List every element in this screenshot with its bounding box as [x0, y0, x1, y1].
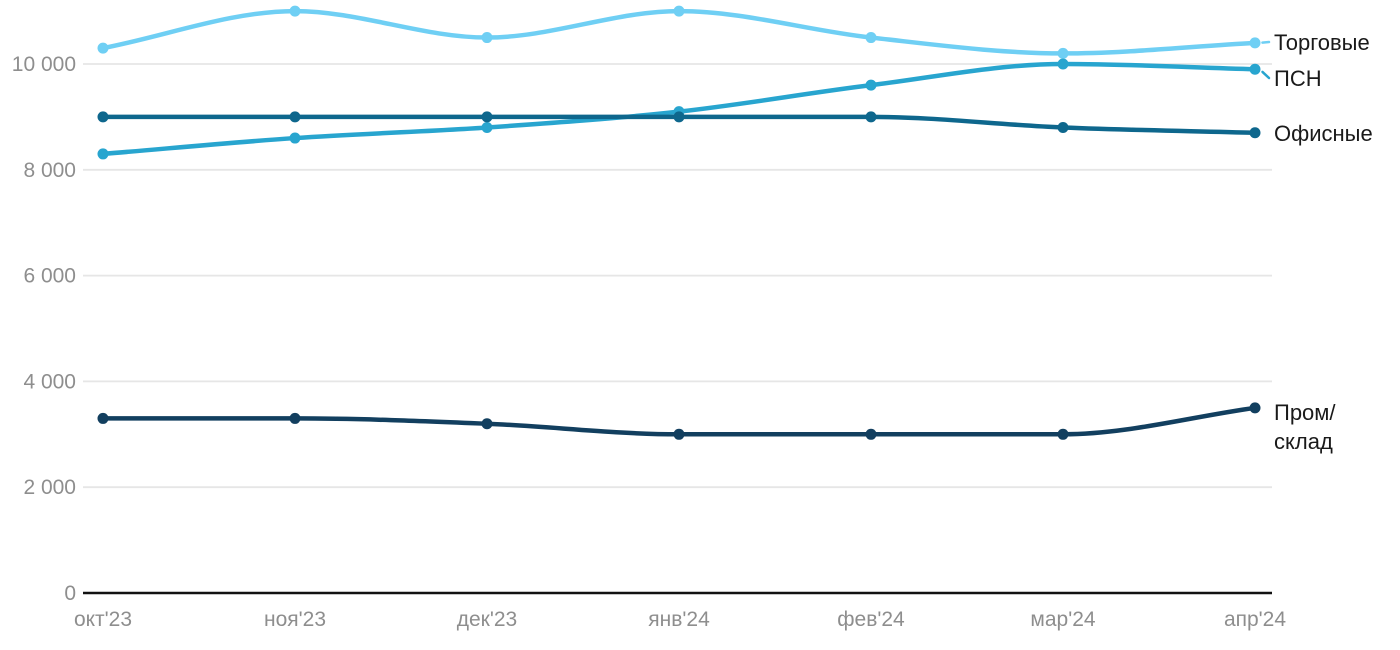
data-point-1[interactable]: [1249, 63, 1261, 75]
data-point-2[interactable]: [865, 111, 877, 123]
data-point-0[interactable]: [1249, 37, 1261, 49]
data-point-0[interactable]: [289, 5, 301, 17]
x-axis-tick-label: окт'23: [74, 608, 132, 631]
series-label-connector-1: [1261, 70, 1271, 80]
data-point-0[interactable]: [97, 42, 109, 54]
x-axis-tick-label: янв'24: [648, 608, 710, 631]
data-point-1[interactable]: [865, 79, 877, 91]
x-axis-tick-label: апр'24: [1224, 608, 1286, 631]
data-point-2[interactable]: [97, 111, 109, 123]
series-line-0: [100, 8, 1258, 56]
series-label-1: ПСН: [1274, 66, 1322, 91]
data-point-1[interactable]: [481, 121, 493, 133]
x-axis-tick-label: ноя'23: [264, 608, 326, 631]
y-axis-tick-label: 8 000: [23, 159, 76, 182]
y-axis-tick-label: 6 000: [23, 265, 76, 288]
data-point-2[interactable]: [289, 111, 301, 123]
x-axis-tick-label: фев'24: [837, 608, 905, 631]
series-label-0: Торговые: [1274, 30, 1370, 55]
y-axis-tick-label: 10 000: [12, 53, 76, 76]
data-point-2[interactable]: [1057, 121, 1069, 133]
data-point-2[interactable]: [481, 111, 493, 123]
y-axis-tick-label: 4 000: [23, 370, 76, 393]
data-point-1[interactable]: [97, 148, 109, 160]
x-axis-tick-label: мар'24: [1030, 608, 1095, 631]
data-point-3[interactable]: [289, 412, 301, 424]
data-point-2[interactable]: [1249, 127, 1261, 139]
data-point-3[interactable]: [481, 418, 493, 430]
data-point-0[interactable]: [481, 32, 493, 44]
y-axis-tick-label: 0: [64, 582, 76, 605]
data-point-0[interactable]: [865, 32, 877, 44]
data-point-2[interactable]: [673, 111, 685, 123]
x-axis-tick-label: дек'23: [457, 608, 518, 631]
data-point-3[interactable]: [673, 428, 685, 440]
y-axis-tick-label: 2 000: [23, 476, 76, 499]
data-point-0[interactable]: [673, 5, 685, 17]
data-point-0[interactable]: [1057, 47, 1069, 59]
series-label-3: Пром/склад: [1274, 400, 1336, 454]
data-point-3[interactable]: [97, 412, 109, 424]
series-label-2: Офисные: [1274, 121, 1373, 146]
series-label-connector-0: [1261, 40, 1271, 44]
data-point-1[interactable]: [1057, 58, 1069, 70]
data-point-3[interactable]: [1249, 402, 1261, 414]
data-point-3[interactable]: [1057, 428, 1069, 440]
data-point-3[interactable]: [865, 428, 877, 440]
data-point-1[interactable]: [289, 132, 301, 144]
